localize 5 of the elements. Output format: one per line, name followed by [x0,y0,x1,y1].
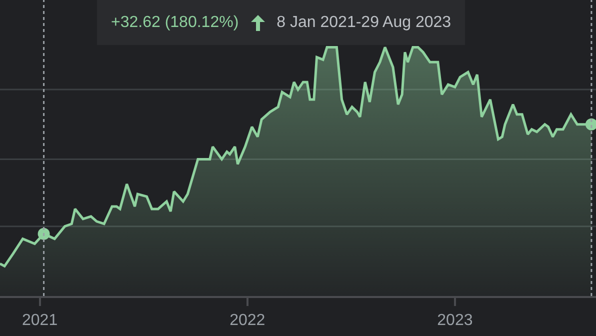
x-tick-label: 2023 [437,312,473,330]
x-tick-label: 2021 [22,312,58,330]
x-tick-label: 2022 [230,312,266,330]
text: 8 Jan 2021-29 Aug 2023 [276,14,452,32]
text: +32.62 (180.12%) [111,14,239,32]
